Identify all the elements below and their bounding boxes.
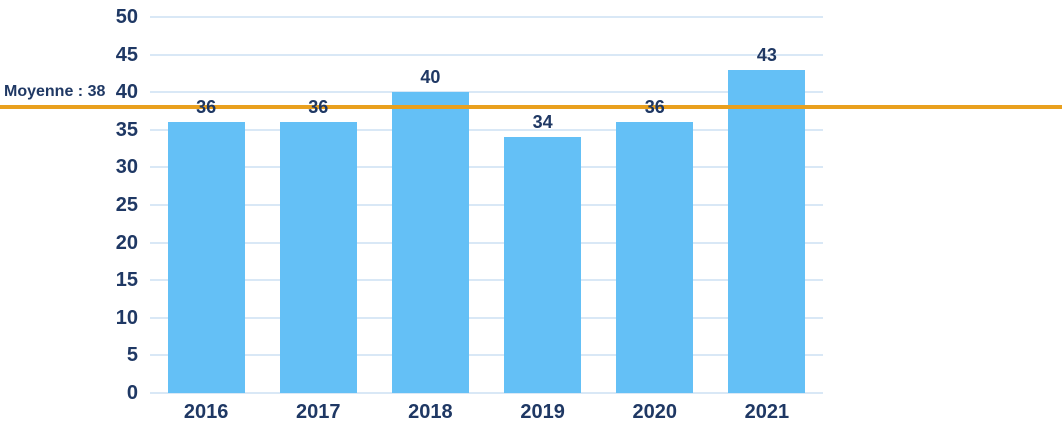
gridline bbox=[150, 166, 823, 169]
y-axis-tick-label: 20 bbox=[115, 231, 138, 254]
gridline bbox=[150, 16, 823, 18]
bar-value-label: 36 bbox=[196, 97, 217, 118]
y-axis-tick-label: 50 bbox=[115, 6, 138, 28]
bar-value-label: 34 bbox=[532, 112, 553, 133]
gridline bbox=[150, 128, 823, 131]
gridline bbox=[150, 241, 823, 244]
y-axis-tick-label: 30 bbox=[115, 156, 138, 179]
bar-2019 bbox=[504, 137, 582, 393]
y-axis-tick-label: 0 bbox=[126, 382, 138, 404]
y-axis-tick-label: 45 bbox=[115, 43, 138, 66]
gridline bbox=[150, 91, 823, 94]
y-axis-tick-label: 40 bbox=[115, 81, 138, 104]
bar-value-label: 36 bbox=[308, 97, 329, 118]
y-axis: 0 5 10 15 20 25 30 35 40 45 50 bbox=[0, 7, 138, 403]
gridline bbox=[150, 279, 823, 282]
gridline bbox=[150, 392, 823, 394]
bar-value-label: 36 bbox=[644, 97, 665, 118]
average-line bbox=[0, 105, 1062, 110]
average-line-label: Moyenne : 38 bbox=[4, 83, 106, 101]
y-axis-tick-label: 5 bbox=[126, 344, 138, 367]
y-axis-tick-label: 15 bbox=[115, 269, 138, 292]
bar-2018 bbox=[391, 92, 469, 393]
x-axis-tick-label: 2020 bbox=[632, 401, 677, 423]
bar-value-label: 40 bbox=[420, 67, 441, 88]
x-axis-tick-label: 2021 bbox=[744, 401, 790, 423]
bar-2016 bbox=[167, 122, 245, 393]
y-axis-tick-label: 25 bbox=[115, 194, 138, 216]
bar-value-label: 43 bbox=[756, 44, 777, 65]
gridline bbox=[150, 316, 823, 319]
gridline bbox=[150, 53, 823, 56]
bar-2020 bbox=[616, 122, 694, 393]
x-axis-tick-label: 2019 bbox=[520, 401, 565, 423]
y-axis-tick-label: 35 bbox=[115, 118, 138, 141]
x-axis-tick-label: 2017 bbox=[295, 401, 341, 423]
gridline bbox=[150, 354, 823, 357]
bar-2017 bbox=[279, 122, 357, 393]
x-axis-tick-label: 2018 bbox=[408, 401, 453, 423]
gridline bbox=[150, 204, 823, 206]
x-axis-tick-label: 2016 bbox=[183, 401, 229, 423]
y-axis-tick-label: 10 bbox=[115, 306, 138, 329]
bar-2021 bbox=[728, 69, 806, 393]
plot-area: 36 36 40 34 36 43 bbox=[150, 16, 823, 394]
x-axis: 2016 2017 2018 2019 2020 2021 bbox=[150, 399, 823, 429]
